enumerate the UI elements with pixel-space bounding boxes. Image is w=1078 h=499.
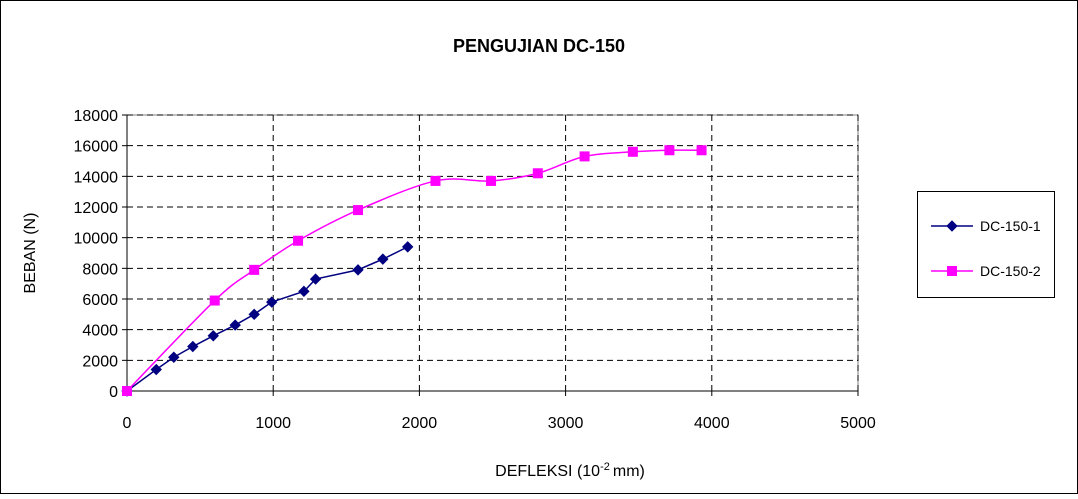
y-tick-label: 8000 bbox=[82, 261, 118, 278]
axes bbox=[126, 115, 858, 392]
data-point bbox=[248, 308, 260, 321]
legend-label: DC-150-1 bbox=[980, 218, 1041, 234]
data-point bbox=[122, 386, 132, 396]
x-axis-label: DEFLEKSI (10-2 mm) bbox=[495, 461, 645, 480]
series-layer bbox=[121, 145, 707, 397]
y-tick-label: 12000 bbox=[74, 200, 119, 217]
data-point bbox=[209, 295, 220, 306]
legend-box bbox=[917, 191, 1055, 298]
series-DC-150-2 bbox=[122, 145, 707, 396]
legend: DC-150-1 DC-150-2 bbox=[917, 191, 1055, 298]
y-tick-label: 0 bbox=[109, 384, 118, 401]
data-point bbox=[532, 168, 543, 179]
data-point bbox=[150, 363, 162, 376]
data-point bbox=[627, 146, 638, 157]
x-tick-labels: 0 1000 2000 3000 4000 5000 bbox=[123, 391, 876, 432]
data-point bbox=[298, 285, 310, 298]
data-point bbox=[352, 264, 364, 276]
x-tick-label: 5000 bbox=[840, 415, 876, 432]
data-point bbox=[207, 330, 219, 342]
data-point bbox=[249, 264, 260, 275]
y-tick-label: 6000 bbox=[82, 292, 118, 309]
data-point bbox=[309, 273, 322, 285]
data-point bbox=[229, 319, 241, 331]
x-tick-label: 3000 bbox=[548, 415, 584, 432]
data-point bbox=[266, 296, 278, 308]
y-tick-label: 2000 bbox=[82, 353, 118, 370]
plot-area bbox=[126, 114, 859, 392]
series-DC-150-1 bbox=[121, 241, 414, 397]
x-tick-label: 1000 bbox=[255, 415, 291, 432]
y-tick-labels: 0 2000 4000 6000 8000 10000 12000 14000 16000 180… bbox=[74, 108, 127, 401]
data-point bbox=[401, 241, 414, 253]
y-tick-label: 18000 bbox=[74, 108, 119, 125]
legend-marker bbox=[947, 266, 957, 276]
legend-label: DC-150-2 bbox=[980, 263, 1041, 279]
data-point bbox=[486, 175, 497, 186]
x-tick-label: 2000 bbox=[402, 415, 438, 432]
data-point bbox=[168, 351, 180, 363]
x-axis-label-main: DEFLEKSI (10 bbox=[495, 463, 600, 480]
data-point bbox=[293, 235, 304, 246]
x-axis-label-sup: -2 bbox=[600, 461, 610, 473]
y-axis-label: BEBAN (N) bbox=[22, 213, 39, 294]
data-point bbox=[187, 340, 199, 353]
x-tick-label: 0 bbox=[123, 415, 132, 432]
data-point bbox=[579, 151, 590, 162]
data-point bbox=[664, 145, 675, 156]
y-tick-label: 16000 bbox=[74, 139, 119, 156]
data-point bbox=[696, 145, 707, 156]
y-tick-label: 14000 bbox=[74, 169, 119, 186]
gridlines bbox=[127, 114, 859, 391]
legend-marker bbox=[946, 220, 958, 232]
data-point bbox=[430, 175, 441, 186]
y-tick-label: 4000 bbox=[82, 323, 118, 340]
data-point bbox=[352, 205, 363, 216]
data-point bbox=[377, 253, 389, 265]
y-tick-label: 10000 bbox=[74, 231, 119, 248]
chart-title: PENGUJIAN DC-150 bbox=[453, 36, 625, 56]
x-axis-label-unit: mm) bbox=[613, 463, 645, 480]
x-tick-label: 4000 bbox=[694, 415, 730, 432]
